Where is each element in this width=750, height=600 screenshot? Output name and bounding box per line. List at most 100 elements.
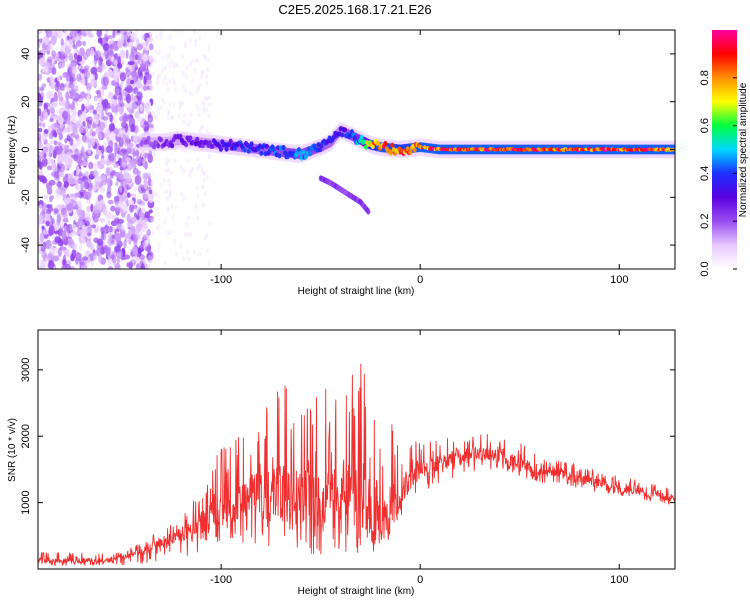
spectrogram-cell [154,49,158,55]
spectrogram-cell [123,178,129,184]
spectrogram-cell [205,248,209,253]
spectrogram-cell [133,134,139,141]
spectrogram-cell [105,159,111,167]
spectrogram-cell [98,55,103,66]
spectrogram-cell [72,97,79,102]
spectrogram-cell [62,254,67,265]
spectrogram-cell [115,232,122,243]
spectrogram-cell [86,94,91,103]
spectrogram-cell [47,125,55,133]
spectrogram-cell [57,181,62,189]
spectrogram-cell [126,85,133,94]
spectrogram-cell [41,146,49,154]
spectrogram-cell [133,237,138,248]
spectrogram-cell [184,40,188,46]
spectrogram-cell [74,192,81,198]
spectrogram-cell [194,205,198,210]
spectrogram-cell [81,124,89,134]
spectrogram-cell [167,35,170,41]
spectrogram-cell [66,203,73,211]
spectrogram-cell [153,205,157,211]
spectrogram-cell [110,152,117,163]
spectrogram-cell [121,89,126,97]
spectrogram-cell [127,192,131,198]
spectrogram-cell [100,245,105,256]
spectrogram-cell [205,128,209,134]
spectrogram-cell [171,77,175,83]
spectrogram-cell [111,234,116,239]
spectrogram-cell [147,193,155,199]
spectrogram-cell [77,159,83,167]
spectrogram-cell [88,161,94,170]
spectrogram-cell [74,177,79,186]
spectrogram-cell [192,249,196,255]
spectrogram-cell [61,230,67,240]
spectrogram-cell [60,37,64,46]
spectrogram-cell [112,256,117,267]
spectrogram-cell [69,77,77,82]
spectrogram-cell [71,223,77,231]
spectrogram-cell [109,225,113,233]
spectrogram-cell [97,164,103,169]
spectrogram-cell [168,62,172,68]
spectrogram-cell [150,63,154,69]
spectrogram-cell [108,140,114,150]
spectrogram-cell [51,67,57,75]
snr-x-axis-label: Height of straight line (km) [298,586,415,597]
spectrogram-cell [154,115,158,120]
spectrogram-cell [180,191,184,197]
spectrogram-cell [408,150,413,155]
spectrogram-cell [95,128,100,135]
spectrogram-cell [163,100,166,105]
spectrogram-cell [113,163,120,168]
spectrogram-cell [179,165,183,171]
spectrogram-cell [70,104,75,110]
spectrogram-cell [116,30,121,34]
spectrogram-cell [277,153,282,159]
spectrogram-cell [150,180,154,186]
y-tick-label: 2000 [20,424,32,448]
spectrogram-cell [78,216,83,226]
spectrogram-cell [57,203,61,211]
spectrogram-cell [167,178,171,184]
spectrogram-cell [383,141,388,146]
spectrogram-cell [151,71,155,77]
spectrogram-cell [67,121,74,132]
spectrogram-cell [126,30,132,37]
spectrogram-cell [165,168,168,174]
spectrogram-cell [61,83,67,88]
spectrogram-cell [189,231,193,237]
spectrogram-cell [148,209,153,214]
spectrogram-cell [199,125,203,131]
spectrogram-cell [90,203,94,213]
spectrogram-cell [168,183,172,189]
spectrogram-cell [102,76,110,87]
spectrogram-cell [60,186,66,197]
spectrogram-cell [150,217,154,223]
spectrogram-cell [175,251,179,257]
spectrogram-cell [66,223,74,234]
spectrogram-cell [189,112,193,118]
spectrogram-cell [159,34,163,40]
spectrogram-cell [45,220,50,227]
spectrogram-cell [71,66,78,75]
y-tick-label: 0 [20,146,32,152]
spectrogram-cell [96,225,100,233]
spectrogram-cell [196,215,200,221]
spectrogram-cell [162,177,166,183]
spectrogram-cell [52,149,57,159]
spectrogram-cell [169,188,172,194]
spectrogram-cell [96,90,102,99]
spectrogram-cell [308,151,313,157]
spectrogram-cell [67,164,72,169]
spectrogram-cell [142,160,148,169]
spectrogram-cell [41,42,47,50]
spectrogram-cell [168,53,171,59]
spectrogram-cell [99,121,106,131]
spectrogram-cell [38,127,43,133]
spectrogram-cell [125,168,129,173]
spectrogram-cell [134,30,139,36]
spectrogram-cell [55,188,62,197]
spectrogram-cell [189,61,193,67]
colorbar-tick-label: 0.8 [699,70,711,85]
